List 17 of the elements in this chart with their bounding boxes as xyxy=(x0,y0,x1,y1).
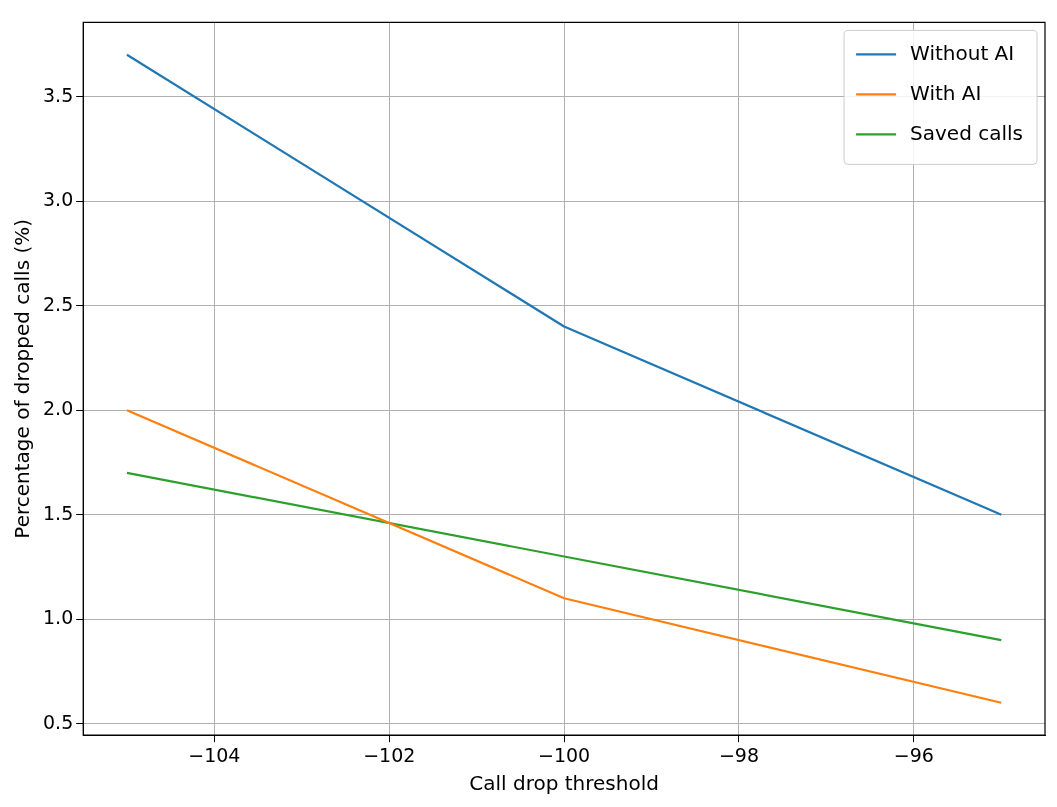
x-axis-title: Call drop threshold xyxy=(469,771,659,796)
y-tick-label: 0.5 xyxy=(43,710,74,733)
y-tick-label: 1.0 xyxy=(43,606,74,629)
x-tick-label: −100 xyxy=(538,743,591,766)
legend-label: With AI xyxy=(910,80,982,105)
x-tick-label: −96 xyxy=(893,743,934,766)
x-tick-label: −102 xyxy=(363,743,416,766)
legend-label: Without AI xyxy=(910,40,1015,65)
y-tick-label: 3.0 xyxy=(43,188,74,211)
x-tick-label: −104 xyxy=(188,743,241,766)
x-tick-label: −98 xyxy=(718,743,760,766)
legend-label: Saved calls xyxy=(910,120,1024,145)
y-tick-label: 2.5 xyxy=(43,292,74,315)
y-tick-label: 3.5 xyxy=(43,83,74,106)
y-tick-label: 2.0 xyxy=(43,397,74,420)
y-tick-label: 1.5 xyxy=(43,501,74,524)
y-axis-title: Percentage of dropped calls (%) xyxy=(10,218,35,539)
